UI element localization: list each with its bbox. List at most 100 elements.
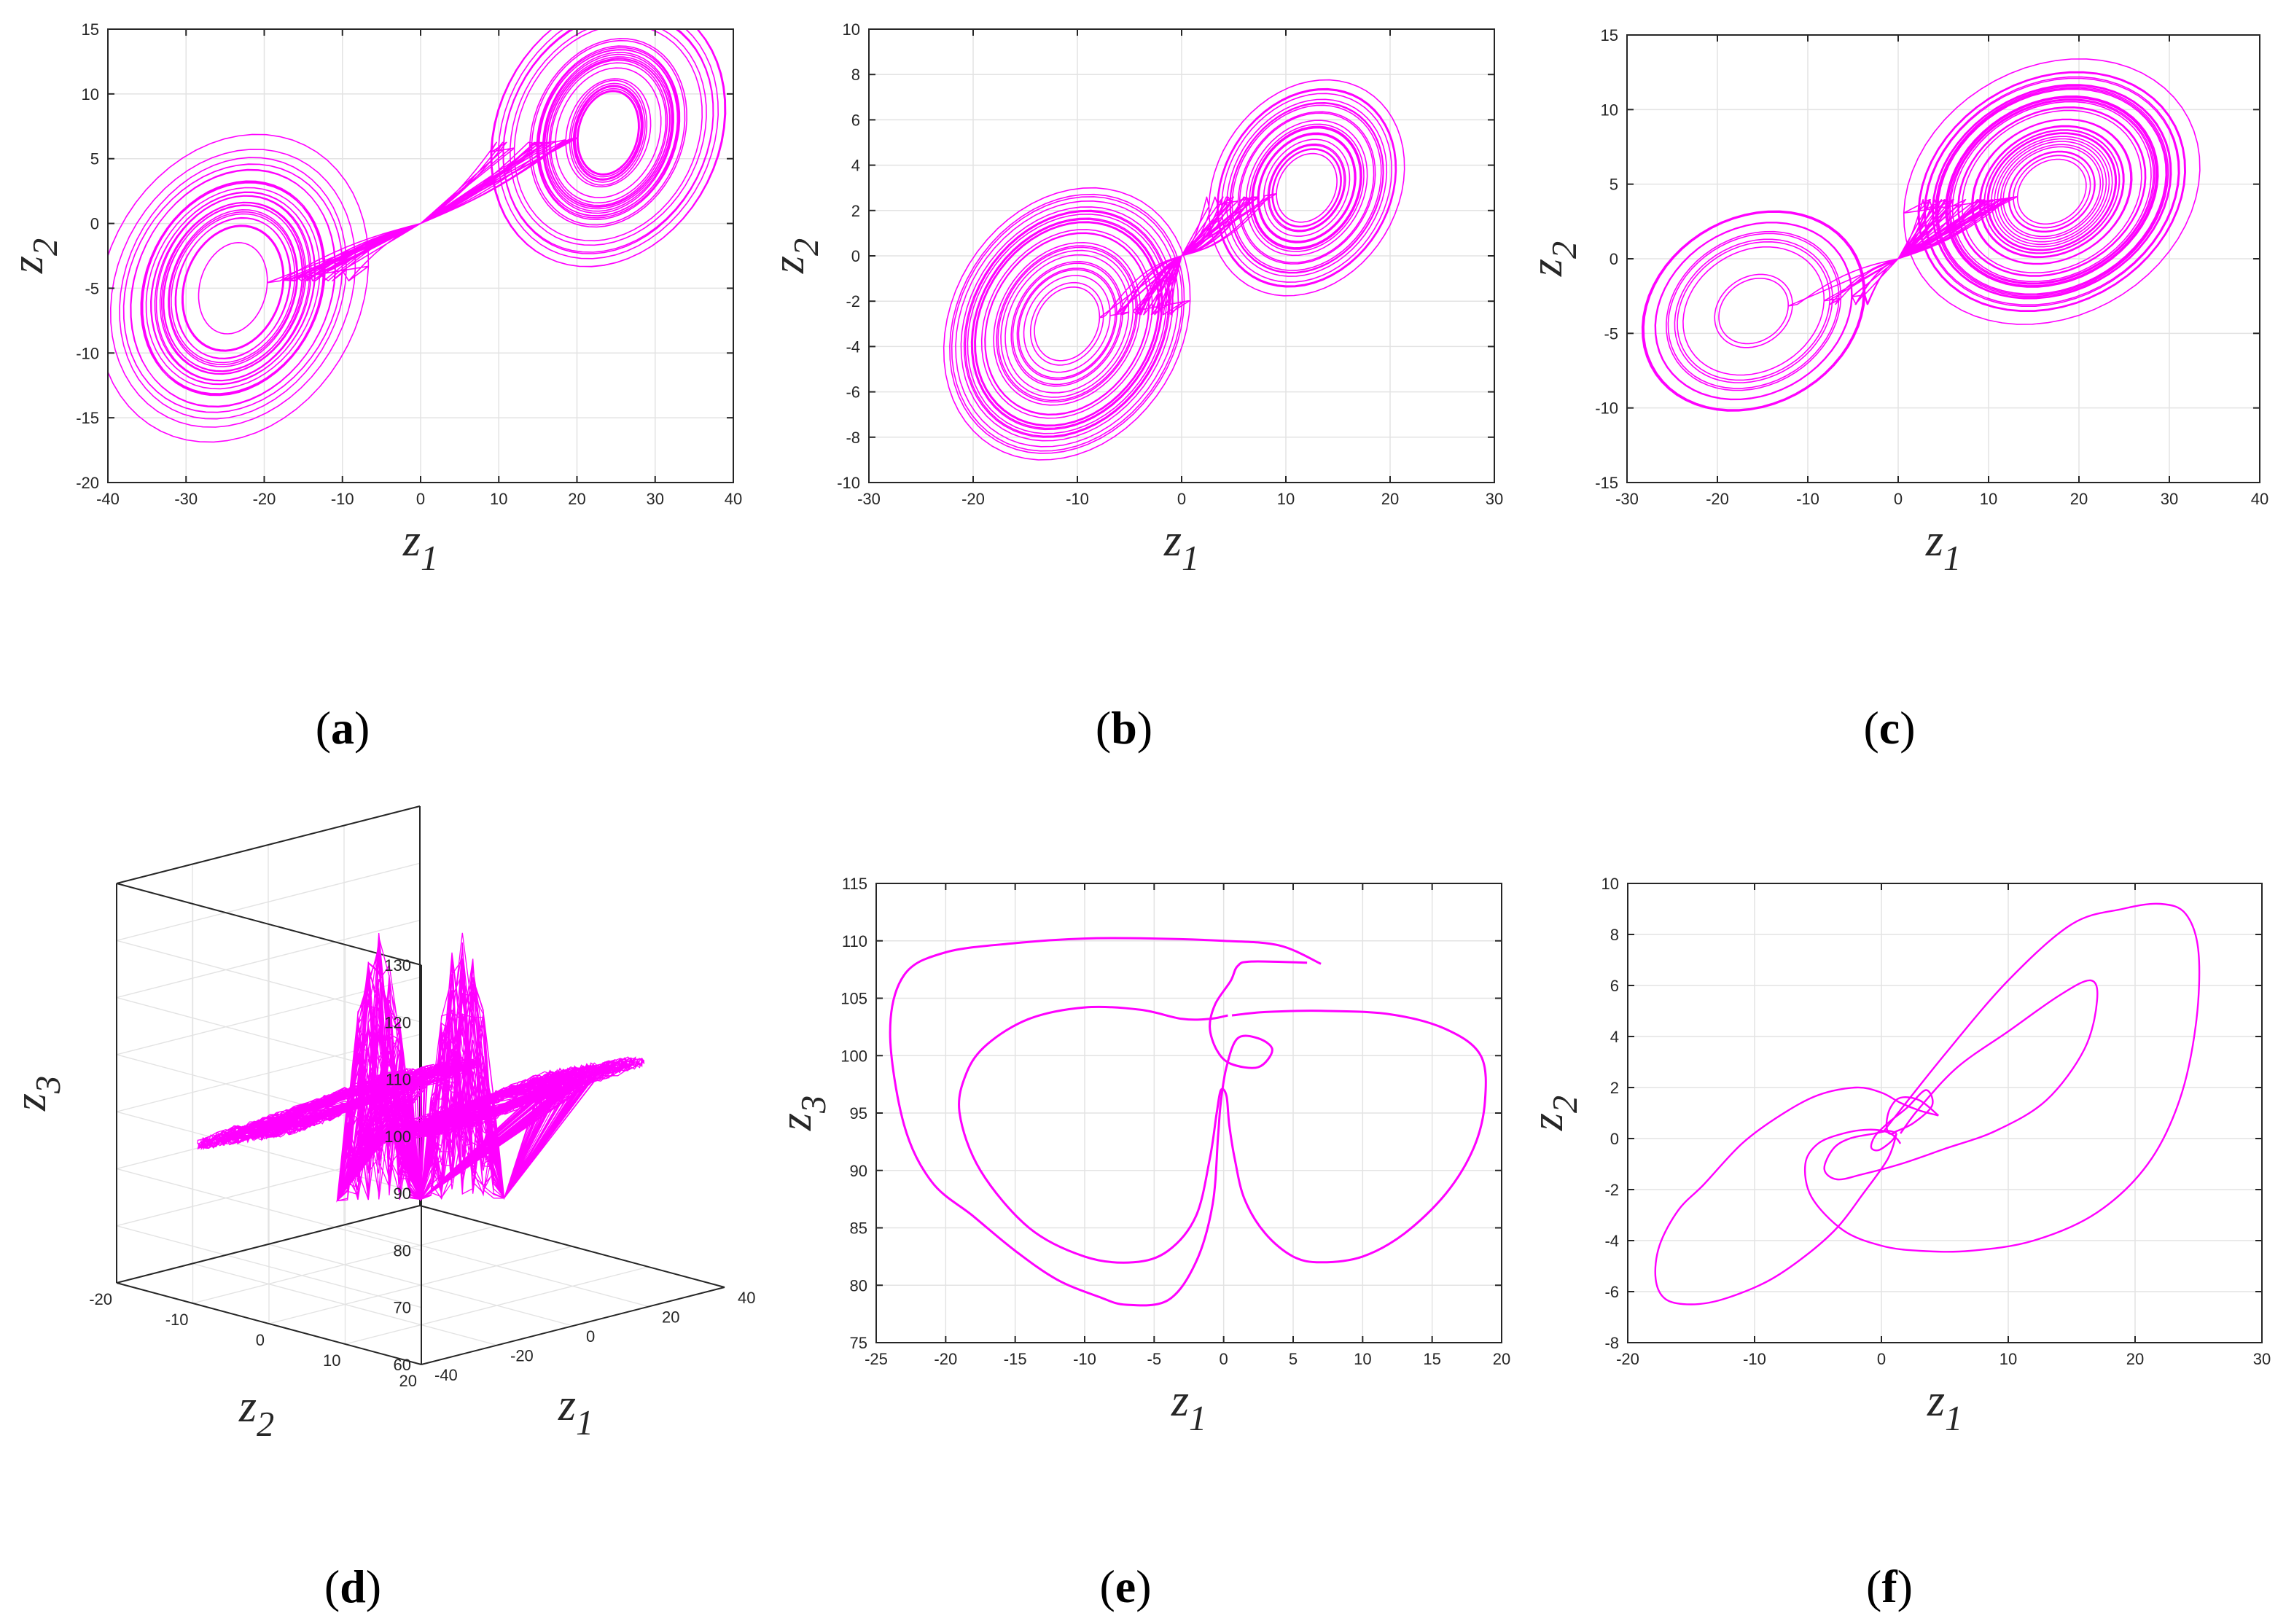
z-tick-label: 120 [384,1013,411,1031]
x-tick-label: 20 [568,490,585,508]
y-tick-label: 110 [842,932,867,950]
x-axis-label-text: z1 [402,516,438,578]
y-tick-label: 6 [1610,977,1619,995]
trajectory-series-0 [108,29,727,443]
z-tick-label: 60 [394,1356,411,1374]
y-axis-label: z2 [764,238,826,274]
x-axis-label: z1 [402,516,438,578]
axes-box-edge [419,1205,725,1288]
x-axis-label: z1 [1171,1376,1206,1438]
x-tick-label: 10 [1277,490,1295,508]
y-tick-label: 0 [256,1331,265,1349]
x-tick-label: -40 [434,1366,458,1384]
y-tick-label: 90 [850,1162,867,1180]
y-tick-label: 10 [1601,101,1618,119]
x-tick-label: -10 [1796,490,1819,508]
x-axis-label-text: z1 [1171,1376,1206,1438]
y-tick-label: -5 [85,279,99,297]
x-tick-label: 30 [2161,490,2178,508]
y-tick-label: -5 [1604,324,1618,343]
z-axis-label-text: z3 [6,1076,68,1112]
y-tick-label: 0 [851,247,860,265]
x-tick-label: 0 [1894,490,1903,508]
y-axis-label-text: z2 [1523,1096,1585,1131]
x-tick-label: -25 [865,1350,888,1368]
y-tick-label: 80 [850,1276,867,1295]
x-axis-label: z1 [1163,516,1199,578]
y-tick-label: 10 [82,85,99,104]
y-tick-label: -2 [846,292,860,311]
y-axis-label-text: z2 [764,238,826,274]
panel-label-a: (a) [316,702,370,754]
x-tick-label: 20 [2126,1350,2144,1368]
x-tick-label: 40 [725,490,742,508]
x-tick-label: 30 [647,490,664,508]
x-tick-label: 5 [1289,1350,1298,1368]
x-axis-label-text: z1 [1927,1376,1962,1438]
x-tick-label: -20 [1706,490,1729,508]
panel-d: 60 70 80 90 100 110 120 130 -40 -20 0 20 40 -20 -10 0 10… [6,805,755,1444]
x-axis-label: z1 [558,1381,593,1443]
trajectory-series-1 [1823,979,2099,1181]
y-tick-label: 4 [1610,1028,1619,1046]
y-tick-label: -20 [76,474,99,492]
x-tick-label: 40 [738,1289,755,1307]
trajectory-series-4 [1885,1096,1940,1135]
trajectory-series-0 [889,937,1322,1307]
trajectory-group [943,79,1405,461]
y-tick-label: 8 [851,66,860,84]
x-tick-label: -40 [96,490,120,508]
y-tick-label: -8 [846,429,860,447]
panel-label-d: (d) [324,1561,381,1612]
y-axis-label-text: z2 [1522,241,1584,277]
y-tick-label: 5 [90,150,99,168]
y-tick-label: 100 [840,1047,867,1065]
grid-line-y-floor [192,1225,496,1304]
trajectory-series-0 [943,79,1405,461]
x-axis-label: z1 [1925,516,1961,578]
x-tick-label: 0 [416,490,425,508]
trajectory-3d [197,932,645,1203]
y-tick-label: 5 [1610,176,1618,194]
x-tick-label: 10 [1354,1350,1371,1368]
y-axis-label-text: z2 [238,1382,274,1444]
x-tick-label: 0 [1877,1350,1886,1368]
x-axis-label-text: z1 [558,1381,593,1443]
y-axis-label: z2 [1522,241,1584,277]
panel-label-b: (b) [1096,702,1152,754]
x-tick-label: -10 [1066,490,1089,508]
axes-box-edge [116,1282,422,1365]
y-tick-label: -6 [1604,1283,1619,1301]
y-tick-label: -10 [165,1311,189,1329]
y-axis-label: z2 [3,238,65,274]
x-tick-label: -15 [1004,1350,1027,1368]
y-tick-label: -20 [89,1290,112,1308]
x-tick-label: -30 [857,490,881,508]
trajectory-series-1 [958,1005,1487,1264]
x-tick-label: 20 [1381,490,1399,508]
y-tick-label: -10 [1595,399,1618,418]
x-tick-label: 10 [490,490,507,508]
z-axis-label: z3 [6,1076,68,1112]
trajectory-group [1654,902,2201,1305]
y-tick-label: 105 [840,990,867,1008]
y-tick-label: 20 [399,1372,417,1390]
y-axis-label-text: z2 [3,238,65,274]
y-tick-label: -2 [1604,1181,1619,1199]
panel-e: -25 -20 -15 -10 -5 0 5 10 15 20 75 80 85 90 95 100 105 11… [771,875,1510,1438]
plot-area [1628,883,2262,1343]
x-tick-label: 20 [1493,1350,1510,1368]
trajectory-group [889,937,1487,1307]
trajectory-group [108,29,727,443]
x-tick-label: 0 [1177,490,1186,508]
y-tick-label: 75 [850,1334,867,1352]
x-tick-label: 40 [2251,490,2268,508]
axes-box-edge [116,1205,421,1284]
x-tick-label: -20 [961,490,985,508]
x-tick-label: 20 [2070,490,2088,508]
y-tick-label: 6 [851,111,860,129]
y-axis-label-text: z3 [771,1096,833,1131]
x-tick-label: -30 [174,490,198,508]
x-tick-label: -10 [1743,1350,1766,1368]
x-axis-label-text: z1 [1163,516,1199,578]
